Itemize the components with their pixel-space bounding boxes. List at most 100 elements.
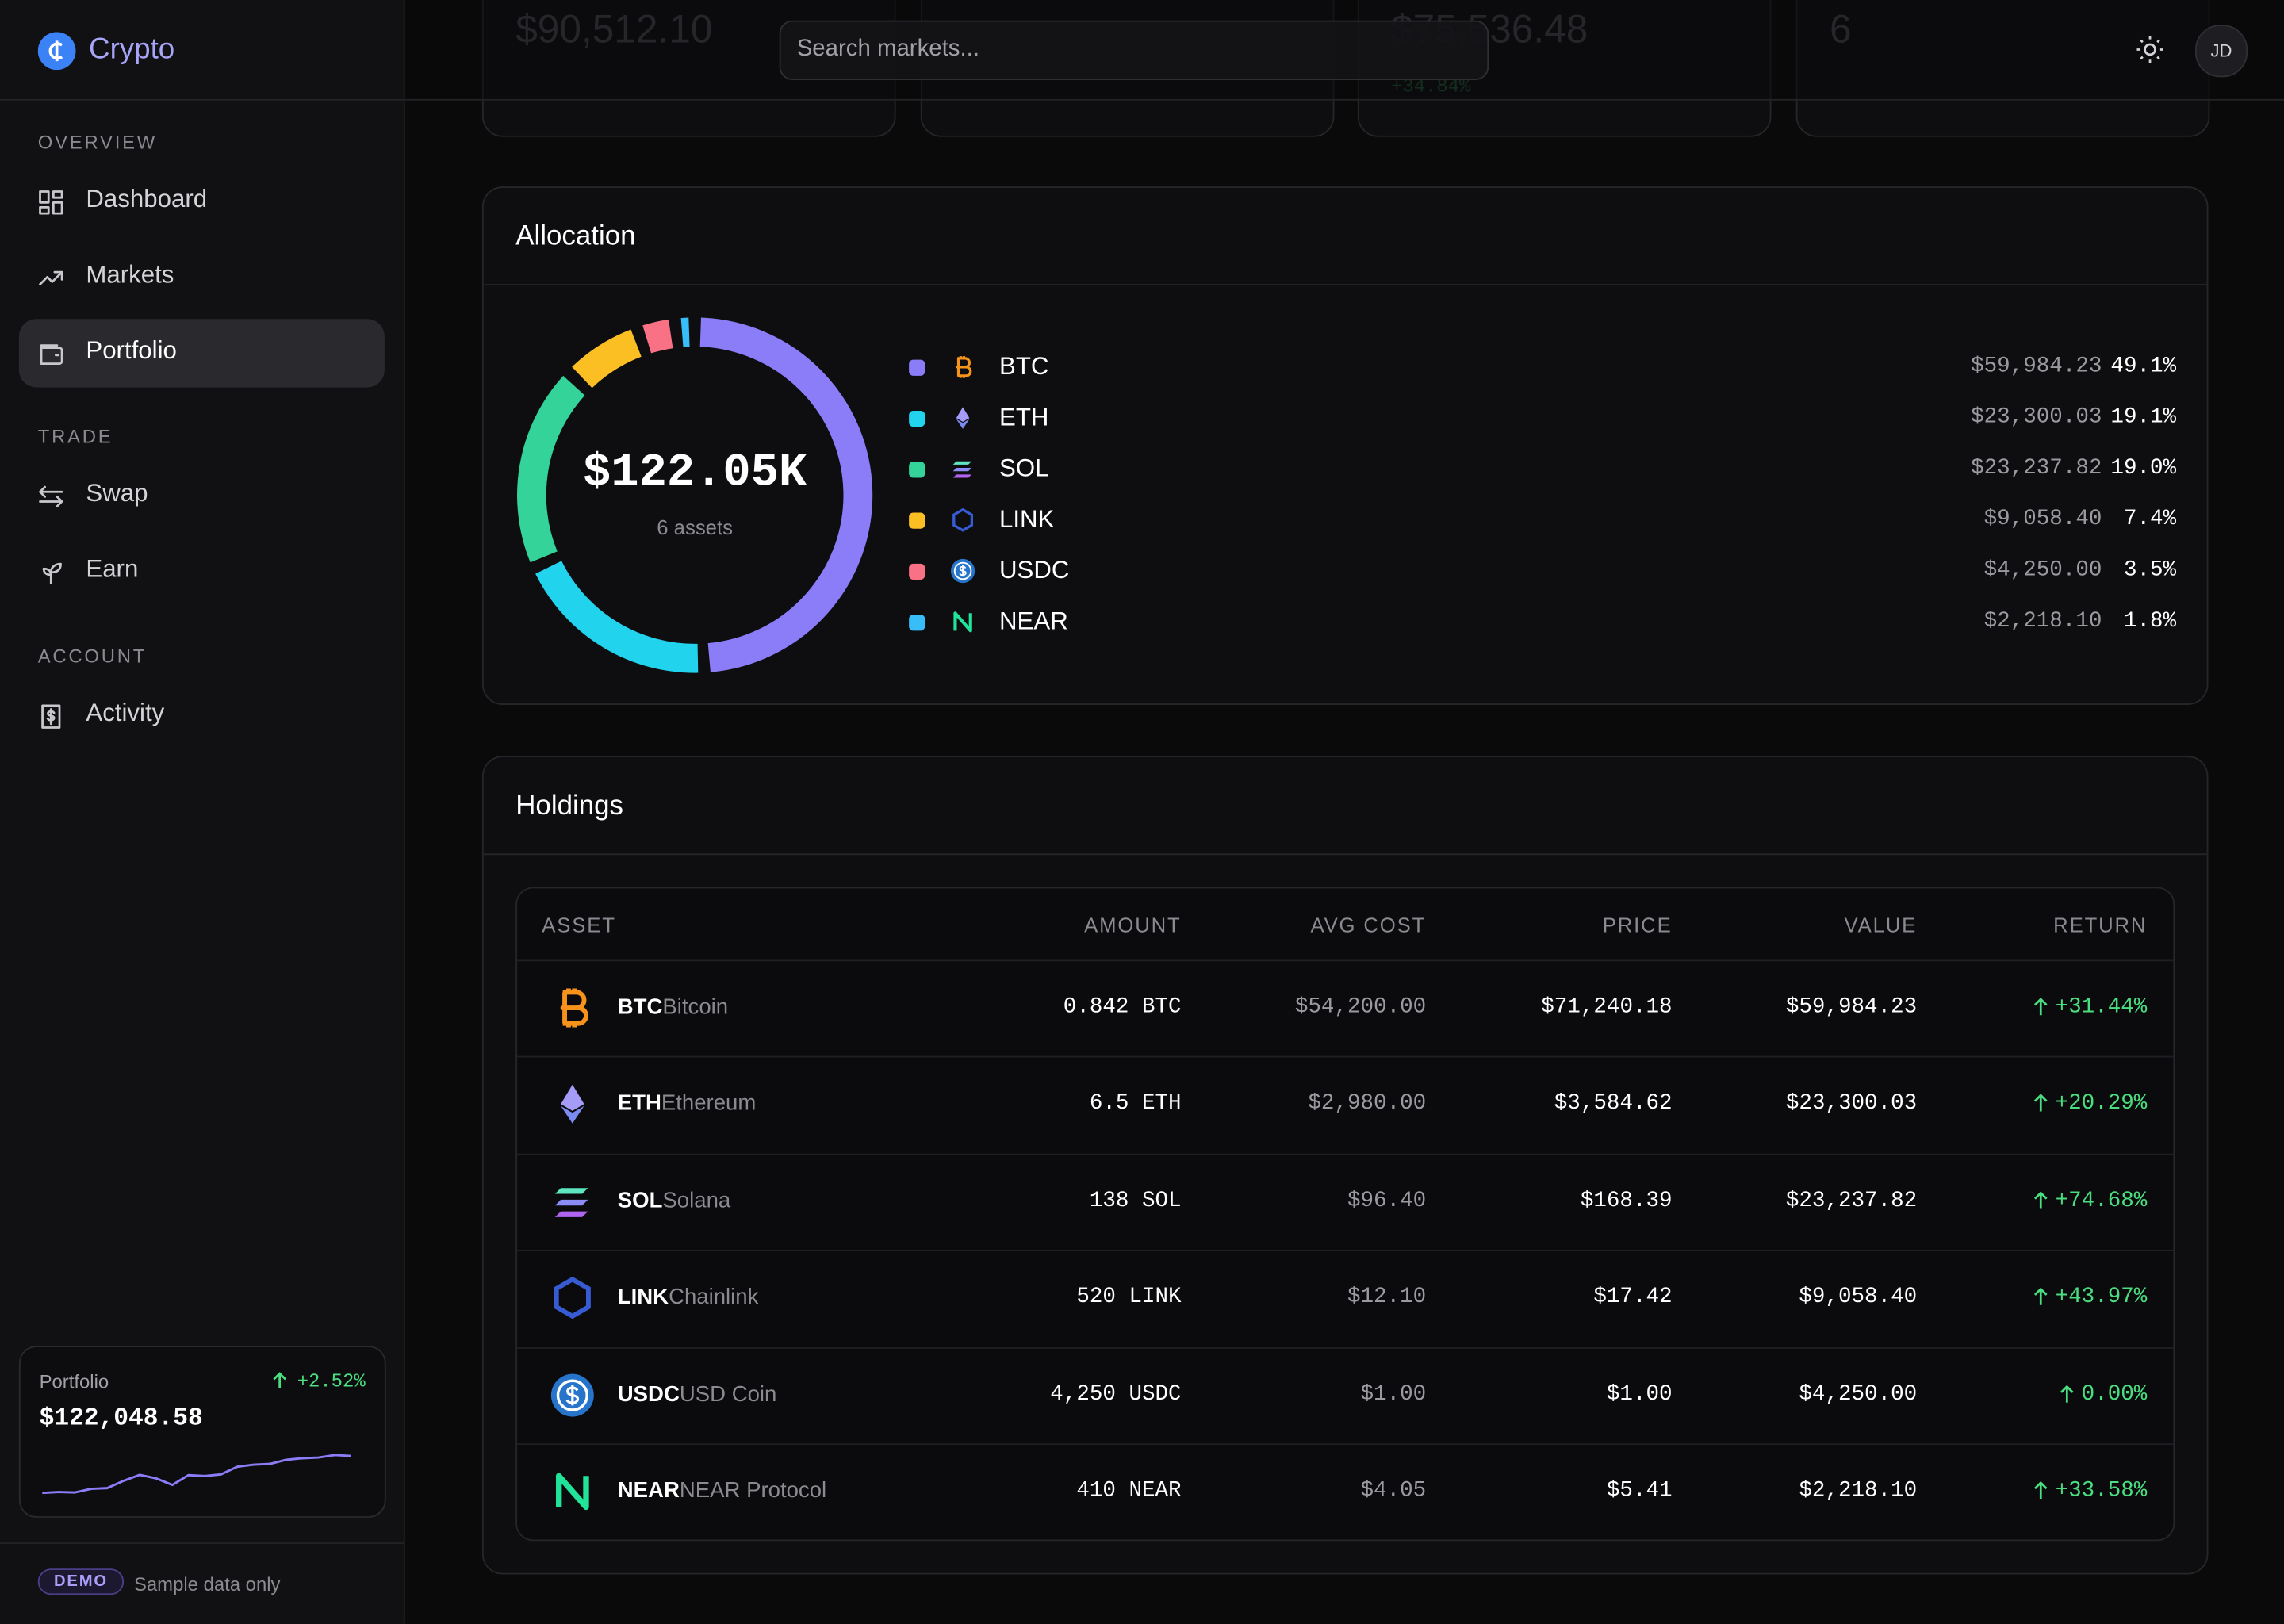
search-input[interactable]: Search markets...	[779, 20, 1489, 81]
coin-shape	[554, 1199, 588, 1205]
return-cell: +33.58%	[2055, 1478, 2148, 1503]
donut-segment	[699, 317, 873, 672]
donut-subtitle: 6 assets	[657, 515, 733, 539]
coin-icon	[952, 508, 974, 532]
nav-icon-path	[42, 562, 62, 585]
legend-percent: 7.4%	[2123, 507, 2177, 532]
legend-percent: 19.0%	[2110, 455, 2177, 481]
holdings-panel: Holdings ASSET AMOUNT AVG COST PRICE VALUE RET…	[481, 756, 2209, 1575]
up-arrow	[2033, 1288, 2048, 1306]
nav-label: Markets	[86, 260, 174, 289]
coin-icon	[556, 1473, 589, 1511]
cell: $71,240.18	[1541, 994, 1673, 1020]
column-header: AMOUNT	[1084, 913, 1182, 937]
legend-swatch	[909, 563, 925, 580]
search-placeholder: Search markets...	[796, 36, 979, 62]
asset-cell: SOLSolana	[618, 1188, 730, 1212]
nav-icon	[39, 190, 63, 215]
return-cell: +43.97%	[2055, 1285, 2148, 1310]
legend-swatch	[909, 512, 925, 529]
legend-value: $23,300.03	[1971, 404, 2102, 430]
nav-item[interactable]: Dashboard	[19, 167, 385, 236]
avatar[interactable]: JD	[2194, 25, 2248, 78]
asset-name: Chainlink	[669, 1285, 759, 1310]
arrow	[273, 1372, 286, 1388]
coin-shape	[554, 1277, 591, 1320]
demo-badge: DEMO	[37, 1568, 125, 1595]
coin-shape	[556, 1378, 588, 1411]
asset-symbol: USDC	[617, 1381, 680, 1407]
legend-swatch	[909, 615, 925, 631]
sun-rays	[2136, 36, 2163, 63]
legend-swatch	[909, 359, 925, 376]
cell: 6.5 ETH	[1089, 1091, 1182, 1116]
legend-swatch	[909, 462, 925, 478]
cell: $96.40	[1347, 1188, 1427, 1213]
coin-shape	[554, 1187, 588, 1194]
section-title: TRADE	[37, 425, 113, 447]
asset-name: USD Coin	[679, 1381, 777, 1407]
coin-shape	[560, 988, 588, 1028]
row-divider	[517, 1056, 2174, 1059]
cell: 520 LINK	[1076, 1285, 1182, 1310]
legend-value: $4,250.00	[1983, 557, 2102, 583]
nav-label: Portfolio	[86, 336, 177, 365]
coin-shape	[956, 356, 972, 378]
nav-icon-path	[39, 190, 63, 215]
nav-item[interactable]: Earn	[19, 538, 385, 606]
donut-segment	[680, 317, 690, 347]
up-arrow	[2033, 998, 2048, 1016]
cell: 4,250 USDC	[1050, 1381, 1182, 1407]
cell: 0.842 BTC	[1063, 994, 1182, 1020]
cell: $2,980.00	[1308, 1091, 1427, 1116]
donut-segment	[572, 329, 642, 389]
nav-icon-path	[41, 704, 61, 729]
coin-shape	[561, 1106, 584, 1124]
asset-cell: NEARNEAR Protocol	[618, 1478, 826, 1503]
sparkline-chart	[42, 1454, 351, 1495]
nav-icon-path	[39, 485, 63, 508]
coin-shape	[956, 419, 970, 429]
asset-name: Bitcoin	[662, 994, 729, 1020]
asset-cell: BTCBitcoin	[618, 995, 728, 1020]
asset-name: NEAR Protocol	[679, 1478, 827, 1503]
column-header: AVG COST	[1310, 913, 1427, 937]
brand-logo	[37, 32, 76, 71]
nav-item[interactable]: Activity	[19, 682, 385, 750]
coin-icon	[956, 407, 970, 429]
footer-text: Sample data only	[133, 1572, 281, 1595]
return-cell: +31.44%	[2055, 994, 2148, 1020]
coin-icon	[560, 988, 588, 1028]
cell: $1.00	[1360, 1381, 1427, 1407]
coin-shape	[952, 468, 972, 472]
sparkline	[42, 1454, 351, 1495]
nav-item[interactable]: Markets	[19, 243, 385, 312]
coin-shape	[953, 561, 972, 580]
nav-label: Earn	[86, 554, 139, 583]
coin-shape	[952, 508, 974, 532]
arrow	[2033, 1288, 2048, 1306]
legend-value: $23,237.82	[1971, 455, 2102, 481]
legend-percent: 3.5%	[2123, 557, 2177, 583]
divider	[483, 284, 2207, 286]
legend-symbol: USDC	[999, 556, 1070, 584]
arrow	[2033, 1191, 2048, 1209]
row-divider	[517, 1443, 2174, 1446]
widget-change: +2.52%	[297, 1370, 366, 1392]
cell: $9,058.40	[1799, 1285, 1918, 1310]
coin-shape	[959, 565, 967, 577]
column-header: RETURN	[2053, 913, 2148, 937]
nav-label: Dashboard	[86, 185, 208, 213]
widget-value: $122,048.58	[39, 1405, 203, 1434]
asset-name: Solana	[662, 1188, 731, 1213]
cell: 138 SOL	[1089, 1188, 1182, 1213]
legend-percent: 19.1%	[2110, 404, 2177, 430]
up-arrow	[2033, 1191, 2048, 1209]
up-arrow	[273, 1372, 286, 1388]
theme-toggle[interactable]	[2136, 35, 2165, 64]
coin-icon	[953, 611, 972, 633]
divider	[0, 1542, 404, 1544]
main: $90,512.10$75,536.48+34.84%6Search marke…	[404, 0, 2284, 1624]
nav-item[interactable]: Portfolio	[18, 319, 385, 388]
nav-item[interactable]: Swap	[19, 462, 385, 530]
